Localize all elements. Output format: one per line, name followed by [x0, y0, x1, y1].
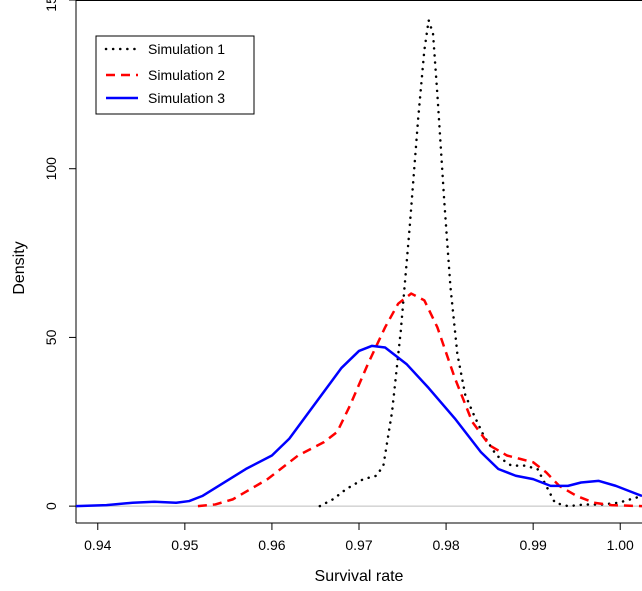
y-axis-ticks: 0 50 100 150 — [43, 0, 76, 510]
x-tick-label: 0.98 — [432, 537, 459, 553]
y-tick-label: 50 — [43, 329, 59, 345]
x-tick-label: 0.97 — [345, 537, 372, 553]
y-tick-label: 100 — [43, 157, 59, 181]
x-tick-label: 0.96 — [258, 537, 285, 553]
legend-label-simulation-2: Simulation 2 — [148, 67, 225, 83]
x-tick-label: 0.94 — [84, 537, 111, 553]
y-tick-label: 150 — [43, 0, 59, 12]
series-line-simulation-2 — [197, 292, 642, 508]
series-layer — [75, 19, 642, 508]
legend-label-simulation-3: Simulation 3 — [148, 90, 225, 106]
legend: Simulation 1 Simulation 2 Simulation 3 — [95, 35, 255, 115]
series-line-simulation-3 — [75, 344, 642, 508]
x-axis-ticks: 0.94 0.95 0.96 0.97 0.98 0.99 1.00 — [84, 523, 634, 553]
y-axis-title: Density — [11, 241, 28, 294]
x-axis-title: Survival rate — [315, 568, 404, 585]
y-tick-label: 0 — [43, 502, 59, 510]
legend-label-simulation-1: Simulation 1 — [148, 41, 225, 57]
x-tick-label: 0.95 — [171, 537, 198, 553]
series-line-simulation-1 — [318, 19, 642, 508]
x-tick-label: 0.99 — [520, 537, 547, 553]
x-tick-label: 1.00 — [607, 537, 634, 553]
